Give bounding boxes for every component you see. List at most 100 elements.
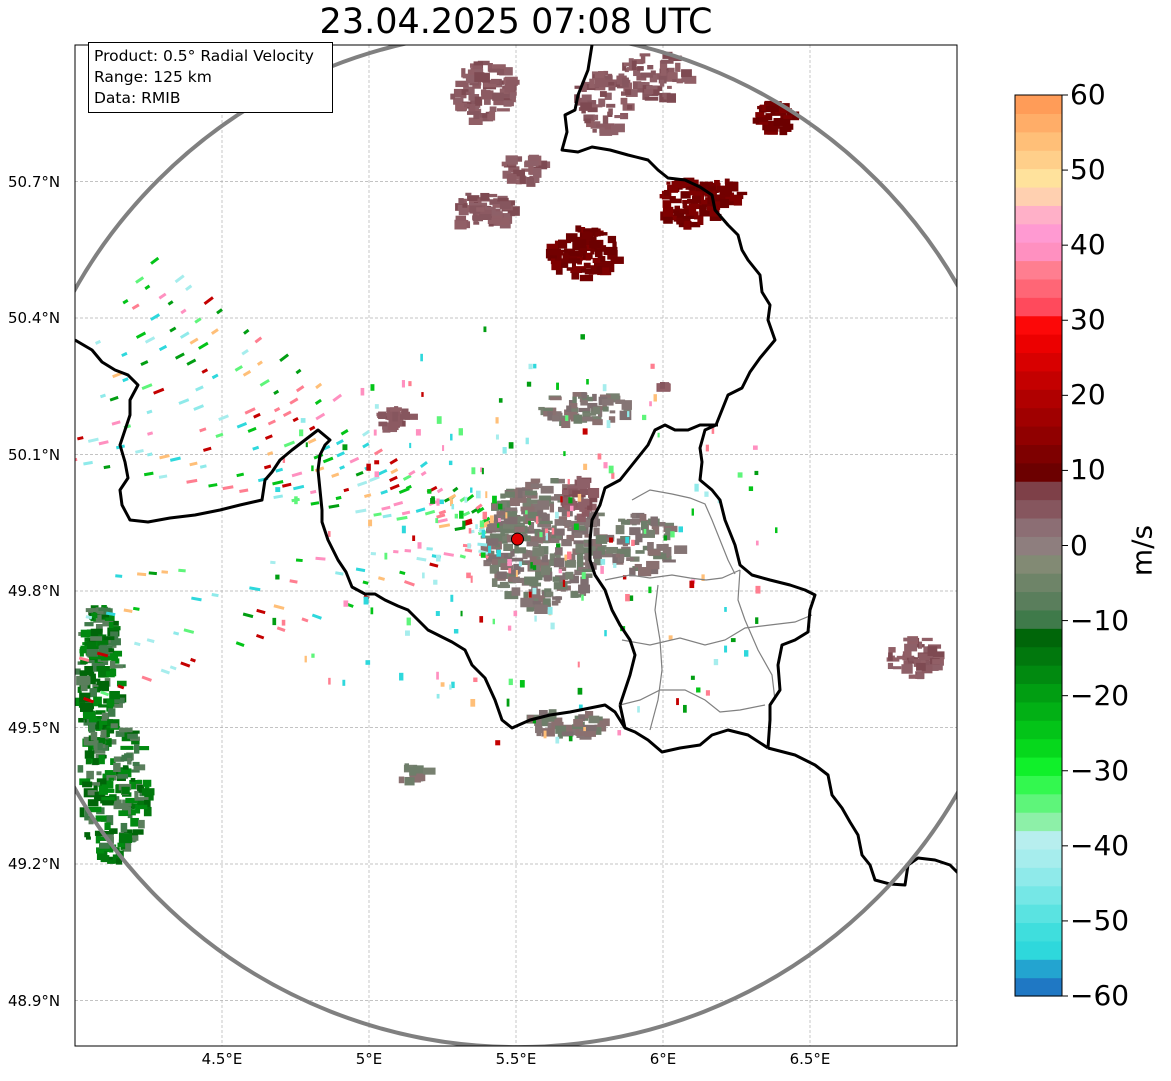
echo-cell: [573, 414, 583, 424]
echo-speckle: [534, 615, 537, 622]
echo-cell: [594, 250, 603, 258]
echo-speckle: [528, 591, 532, 598]
echo-streak: [476, 506, 485, 514]
echo-cell: [106, 698, 115, 707]
echo-cell: [455, 215, 467, 221]
echo-streak: [311, 613, 322, 620]
colorbar-segment: [1015, 517, 1062, 537]
echo-cell: [500, 552, 513, 563]
echo-streak: [314, 398, 322, 405]
echo-cell: [765, 113, 772, 120]
echo-cell: [640, 54, 646, 64]
colorbar-segment: [1015, 812, 1062, 832]
colorbar-segment: [1015, 131, 1062, 151]
echo-cell: [514, 526, 525, 532]
echo-cell: [509, 497, 520, 507]
echo-cell: [594, 85, 606, 91]
echo-streak: [273, 604, 285, 610]
echo-cell: [521, 168, 530, 172]
echo-streak: [146, 452, 153, 457]
echo-cell: [579, 274, 594, 282]
echo-streak: [336, 451, 345, 458]
echo-cell: [523, 591, 529, 601]
echo-streak: [273, 494, 284, 500]
echo-streak: [94, 339, 102, 345]
echo-speckle: [690, 675, 695, 680]
echo-cell: [503, 511, 518, 517]
echo-cell: [642, 91, 650, 100]
echo-streak: [235, 641, 245, 647]
echo-speckle: [409, 442, 412, 449]
echo-speckle: [479, 520, 485, 528]
echo-cell: [662, 206, 674, 217]
echo-cell: [473, 111, 480, 120]
echo-streak: [436, 518, 448, 524]
echo-cell: [588, 270, 594, 275]
echo-cell: [668, 186, 679, 193]
echo-streak: [121, 351, 128, 358]
echo-streak: [443, 552, 455, 557]
echo-streak: [267, 451, 274, 456]
echo-cell: [730, 194, 741, 202]
echo-cell: [84, 622, 94, 627]
echo-speckle: [481, 530, 486, 538]
echo-streak: [103, 465, 111, 470]
echo-streak: [111, 420, 121, 426]
colorbar-segment: [1015, 462, 1062, 482]
echo-cell: [593, 556, 602, 566]
echo-speckle: [606, 420, 611, 429]
echo-streak: [202, 446, 212, 452]
echo-cell: [488, 79, 500, 84]
echo-cell: [514, 544, 519, 554]
echo-speckle: [506, 698, 510, 707]
echo-cell: [469, 103, 476, 112]
echo-streak: [315, 412, 326, 421]
echo-cell: [112, 650, 123, 657]
echo-cell: [580, 547, 590, 555]
echo-cell: [116, 855, 123, 865]
echo-cell: [688, 203, 702, 208]
echo-streak: [83, 460, 93, 466]
echo-cell: [102, 615, 115, 622]
echo-cell: [80, 658, 88, 665]
echo-cell: [701, 200, 710, 205]
echo-streak: [115, 574, 123, 578]
echo-streak: [122, 377, 129, 383]
echo-speckle: [755, 585, 761, 594]
echo-streak: [199, 464, 207, 469]
colorbar-tick-label: −30: [1070, 753, 1130, 787]
echo-streak: [109, 395, 119, 402]
echo-cell: [606, 546, 618, 554]
echo-cell: [90, 731, 98, 741]
echo-cell: [473, 61, 484, 69]
echo-speckle: [485, 491, 488, 499]
echo-streak: [141, 383, 153, 391]
echo-cell: [77, 686, 82, 693]
echo-speckle: [513, 610, 518, 617]
echo-cell: [533, 173, 540, 184]
echo-cell: [93, 678, 101, 682]
echo-cell: [513, 563, 521, 574]
echo-cell: [683, 205, 697, 214]
echo-streak: [167, 300, 174, 306]
echo-cell: [137, 797, 148, 806]
echo-cell: [95, 624, 103, 633]
echo-streak: [429, 562, 439, 568]
echo-cell: [541, 513, 550, 522]
echo-cell: [676, 78, 683, 84]
echo-streak: [180, 308, 187, 315]
echo-streak: [419, 460, 428, 469]
echo-cell: [98, 667, 109, 678]
echo-cell: [620, 519, 630, 525]
echo-cell: [550, 396, 562, 401]
echo-cell: [378, 421, 388, 427]
echo-streak: [253, 412, 261, 419]
echo-cell: [555, 266, 563, 275]
echo-streak: [85, 615, 93, 620]
lat-tick-label: 50.7°N: [8, 172, 61, 191]
echo-cell: [581, 82, 587, 92]
echo-streak: [158, 474, 168, 479]
echo-speckle: [547, 606, 553, 615]
echo-streak: [331, 472, 340, 478]
colorbar-segment: [1015, 904, 1062, 924]
